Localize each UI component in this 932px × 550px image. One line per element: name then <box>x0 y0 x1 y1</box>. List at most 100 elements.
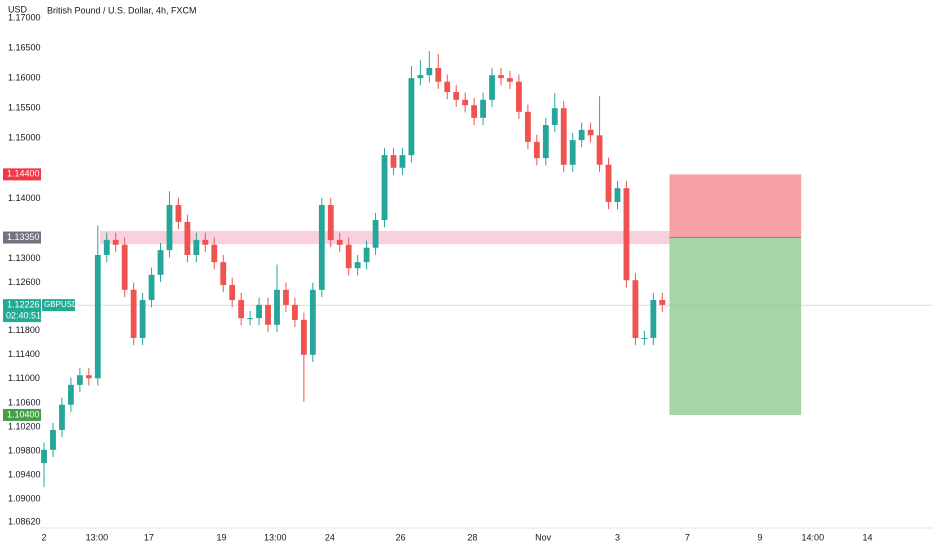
candle-body <box>139 300 146 338</box>
candle-body <box>435 67 442 82</box>
y-tick-label: 1.11800 <box>8 325 40 335</box>
y-tick-label: 1.09000 <box>8 494 41 504</box>
price-label-box <box>3 408 41 421</box>
y-tick-label: 1.15500 <box>8 103 41 113</box>
candle-body <box>157 250 164 275</box>
candle-body <box>659 300 666 305</box>
candle-body <box>614 188 621 203</box>
last-price-box <box>3 299 41 323</box>
candle-body <box>193 239 200 255</box>
price-label: 1.13350 <box>7 232 40 242</box>
candle-body <box>480 99 486 118</box>
y-tick-label: 1.16500 <box>8 42 41 52</box>
candle-body <box>238 300 245 319</box>
x-tick-label: 19 <box>216 532 226 542</box>
candle-body <box>533 141 540 159</box>
y-tick-label: 1.13000 <box>8 253 41 263</box>
candle-body <box>256 304 262 319</box>
candle-body <box>560 108 567 165</box>
x-tick-label: 7 <box>685 532 690 542</box>
candle-body <box>292 304 298 320</box>
countdown-label: 02:40:51 <box>6 310 41 320</box>
chart-title: British Pound / U.S. Dollar, 4h, FXCM <box>47 5 197 15</box>
x-tick-label: 26 <box>396 532 406 542</box>
candle-body <box>390 155 397 168</box>
candle-body <box>41 449 47 464</box>
candle-body <box>650 300 657 338</box>
candle-body <box>327 205 334 240</box>
candle-body <box>202 239 209 245</box>
candle-body <box>121 244 128 290</box>
price-label: 1.10400 <box>7 409 40 419</box>
candle-body <box>408 78 415 156</box>
candle-body <box>605 164 612 203</box>
candle-body <box>130 289 137 338</box>
candle-body <box>175 205 182 222</box>
candle-body <box>489 75 495 100</box>
candle-body <box>471 105 478 118</box>
y-tick-label: 1.11400 <box>8 349 40 359</box>
x-tick-label: 9 <box>757 532 762 542</box>
candle-body <box>524 111 531 142</box>
candle-body <box>462 99 469 106</box>
candle-body <box>426 67 433 76</box>
x-tick-label: 14:00 <box>802 532 825 542</box>
y-tick-label: 1.16000 <box>8 73 41 83</box>
x-tick-label: 28 <box>467 532 477 542</box>
candle-body <box>641 337 648 339</box>
candle-body <box>345 244 352 269</box>
candle-body <box>300 319 307 355</box>
candle-body <box>507 78 513 82</box>
candle-body <box>283 289 289 305</box>
price-label-box <box>3 168 41 181</box>
candle-body <box>354 262 361 269</box>
candle-body <box>68 384 74 405</box>
y-tick-label: 1.10200 <box>8 421 41 431</box>
y-tick-label: 1.14000 <box>8 193 41 203</box>
price-label-box <box>3 231 41 244</box>
x-tick-label: 2 <box>42 532 47 542</box>
candle-body <box>578 129 585 141</box>
candle-body <box>632 280 639 338</box>
candle-body <box>94 254 101 379</box>
candle-body <box>542 125 549 159</box>
candle-body <box>50 429 56 450</box>
symbol-label: GBPUSD <box>44 300 78 309</box>
candle-body <box>453 91 460 100</box>
y-tick-label: 1.08620 <box>8 516 41 526</box>
stop-area <box>669 174 802 238</box>
y-tick-label: 1.17000 <box>8 12 41 22</box>
candle-body <box>247 318 254 320</box>
candle-body <box>444 81 451 92</box>
candle-body <box>274 289 280 325</box>
candle-body <box>103 239 110 255</box>
candle-body <box>59 404 65 430</box>
candle-body <box>336 239 343 245</box>
candle-body <box>372 220 379 248</box>
candle-body <box>76 375 83 385</box>
candle-body <box>551 108 558 126</box>
candle-body <box>112 239 119 245</box>
candle-body <box>318 205 325 290</box>
candle-body <box>381 155 388 221</box>
y-tick-label: 1.12600 <box>8 277 41 287</box>
candle-body <box>184 221 191 255</box>
y-tick-label: 1.09800 <box>8 445 41 455</box>
x-tick-label: 13:00 <box>86 532 109 542</box>
x-tick-label: Nov <box>535 532 552 542</box>
candle-body <box>498 75 504 79</box>
candle-body <box>417 75 424 79</box>
candle-body <box>309 289 316 355</box>
price-label: 1.14400 <box>7 169 40 179</box>
candle-body <box>623 188 630 281</box>
candle-body <box>229 285 236 301</box>
y-tick-label: 1.11000 <box>8 373 40 383</box>
last-price-label: 1.12226 <box>7 299 40 309</box>
candle-body <box>148 274 155 301</box>
candle-body <box>569 140 576 165</box>
x-tick-label: 24 <box>325 532 335 542</box>
y-tick-label: 1.09400 <box>8 469 41 479</box>
candle-body <box>363 247 370 263</box>
x-tick-label: 3 <box>615 532 620 542</box>
